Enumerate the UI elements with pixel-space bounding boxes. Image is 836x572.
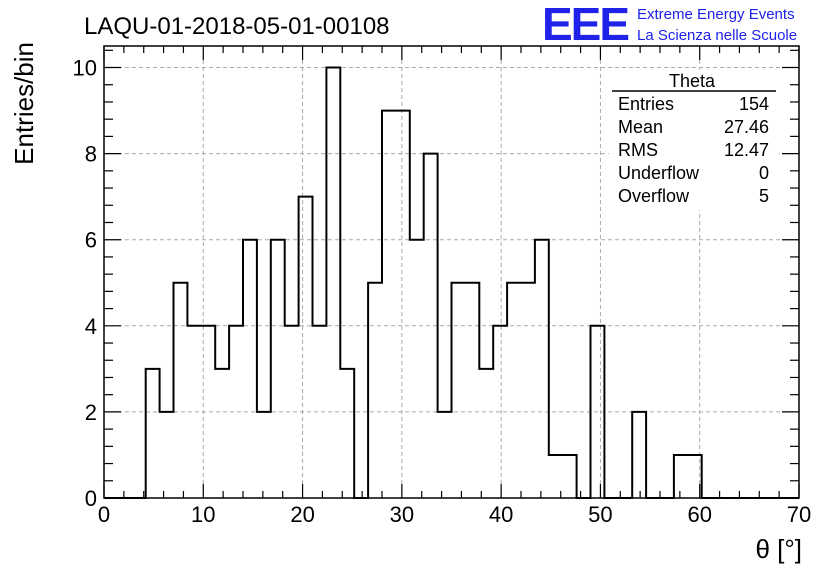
histogram-step-line (104, 66, 799, 499)
y-tick-label: 10 (73, 56, 97, 81)
y-tick-labels: 0 2 4 6 8 10 (73, 56, 97, 511)
x-tick-label: 0 (98, 502, 110, 527)
chart-title: LAQU-01-2018-05-01-00108 (84, 13, 390, 40)
eee-logo: EEE (542, 0, 628, 50)
x-tick-labels: 0 10 20 30 40 50 60 70 (98, 502, 811, 527)
stats-value-underflow: 0 (759, 163, 769, 183)
y-tick-label: 2 (85, 400, 97, 425)
x-tick-label: 50 (588, 502, 612, 527)
x-tick-label: 30 (390, 502, 414, 527)
x-tick-label: 10 (191, 502, 215, 527)
logo-caption-line1: Extreme Energy Events (637, 6, 795, 23)
grid-lines (104, 46, 799, 498)
stats-box-title: Theta (669, 71, 716, 91)
stats-box: Theta Entries 154 Mean 27.46 RMS 12.47 U… (609, 70, 779, 210)
x-tick-label: 20 (290, 502, 314, 527)
x-tick-label: 60 (687, 502, 711, 527)
stats-box-background (609, 70, 779, 210)
plot-frame (103, 45, 800, 499)
y-axis-title: Entries/bin (9, 42, 39, 165)
stats-value-overflow: 5 (759, 186, 769, 206)
stats-value-entries: 154 (739, 94, 769, 114)
y-tick-label: 6 (85, 228, 97, 253)
x-tick-label: 40 (489, 502, 513, 527)
y-tick-label: 0 (85, 486, 97, 511)
stats-label-entries: Entries (618, 94, 674, 114)
y-tick-label: 8 (85, 142, 97, 167)
y-tick-label: 4 (85, 314, 97, 339)
x-axis-title: θ [°] (755, 534, 802, 564)
stats-label-overflow: Overflow (618, 186, 690, 206)
stats-value-rms: 12.47 (724, 140, 769, 160)
stats-label-rms: RMS (618, 140, 658, 160)
stats-label-underflow: Underflow (618, 163, 700, 183)
x-tick-label: 70 (787, 502, 811, 527)
logo-caption-line2: La Scienza nelle Scuole (637, 27, 797, 44)
stats-value-mean: 27.46 (724, 117, 769, 137)
stats-label-mean: Mean (618, 117, 663, 137)
